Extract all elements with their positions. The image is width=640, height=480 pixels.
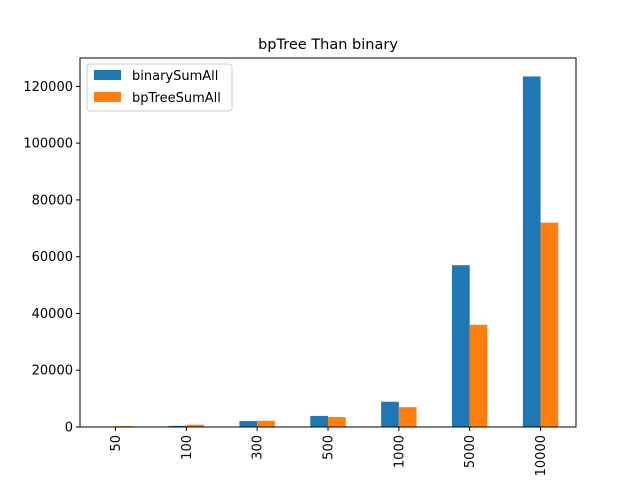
x-tick-label: 1000 xyxy=(392,435,407,468)
legend-label-binary: binarySumAll xyxy=(132,69,218,84)
legend-swatch-bptree xyxy=(94,92,121,102)
x-tick-label: 300 xyxy=(251,435,266,460)
y-tick-label: 100000 xyxy=(23,137,73,152)
x-tick-label: 500 xyxy=(322,435,337,460)
legend: binarySumAll bpTreeSumAll xyxy=(86,63,233,112)
x-tick-label: 100 xyxy=(180,435,195,460)
bar-bptree-500 xyxy=(328,417,346,427)
bar-bptree-100 xyxy=(186,424,204,427)
bar-binary-100 xyxy=(168,425,187,427)
x-tick-label: 5000 xyxy=(463,435,478,468)
bar-binary-500 xyxy=(310,415,328,427)
y-axis: 0 20000 40000 60000 80000 100000 120000 xyxy=(23,80,80,436)
y-tick-label: 80000 xyxy=(32,193,73,208)
bars-group xyxy=(97,76,559,427)
chart-title: bpTree Than binary xyxy=(258,37,398,53)
legend-box xyxy=(86,63,233,112)
x-tick-label: 50 xyxy=(109,435,124,452)
bar-binary-300 xyxy=(239,421,258,427)
legend-swatch-binary xyxy=(94,70,121,80)
y-tick-label: 0 xyxy=(65,421,73,436)
bar-bptree-10000 xyxy=(540,222,559,427)
x-axis: 50 100 300 500 1000 5000 10000 xyxy=(109,427,549,476)
y-tick-label: 60000 xyxy=(32,250,73,265)
bar-bptree-300 xyxy=(257,420,275,427)
bar-binary-10000 xyxy=(522,76,541,427)
x-tick-label: 10000 xyxy=(534,435,549,476)
bar-bptree-1000 xyxy=(398,407,417,427)
bar-binary-1000 xyxy=(381,401,399,427)
y-tick-label: 120000 xyxy=(23,80,73,95)
bar-binary-5000 xyxy=(452,265,470,427)
axes-frame xyxy=(79,57,577,428)
y-tick-label: 20000 xyxy=(32,364,73,379)
bar-bptree-5000 xyxy=(469,324,488,427)
legend-label-bptree: bpTreeSumAll xyxy=(132,91,221,106)
y-tick-label: 40000 xyxy=(32,307,73,322)
